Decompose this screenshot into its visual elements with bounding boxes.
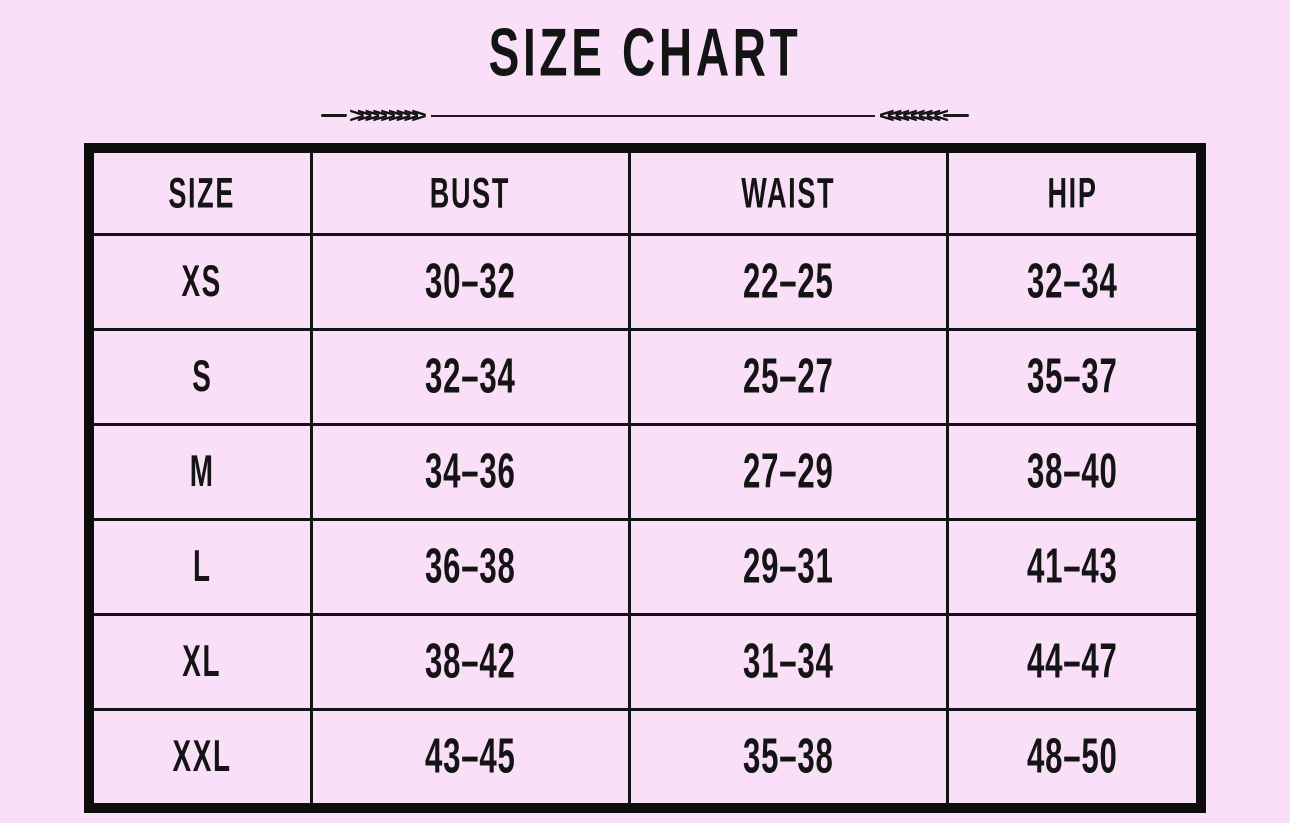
hip-value: 35–37 [1027, 349, 1118, 404]
header-bust-label: BUST [430, 168, 511, 217]
waist-value: 22–25 [743, 254, 834, 309]
cell-size: M [87, 423, 313, 521]
chevrons-right-icon: >>>>>>>>> [349, 103, 427, 128]
header-size: SIZE [87, 146, 313, 236]
header-bust: BUST [309, 146, 631, 236]
divider-right-dash [943, 114, 969, 117]
cell-bust: 36–38 [309, 518, 631, 616]
chevrons-left-icon: <<<<<<<< [878, 103, 949, 128]
cell-size: XL [87, 613, 313, 711]
header-hip-label: HIP [1047, 168, 1098, 217]
table-row-m: M 34–36 27–29 38–40 [87, 423, 1203, 521]
table-row-xl: XL 38–42 31–34 44–47 [87, 613, 1203, 711]
cell-hip: 44–47 [945, 613, 1203, 711]
cell-size: L [87, 518, 313, 616]
bust-value: 36–38 [425, 539, 516, 594]
table-row-xxl: XXL 43–45 35–38 48–50 [87, 708, 1203, 810]
bust-value: 32–34 [425, 349, 516, 404]
size-chart-table: SIZE BUST WAIST HIP XS 30–32 22–25 32–34… [84, 143, 1206, 813]
cell-bust: 43–45 [309, 708, 631, 810]
cell-waist: 31–34 [627, 613, 949, 711]
cell-waist: 29–31 [627, 518, 949, 616]
hip-value: 32–34 [1027, 254, 1118, 309]
cell-hip: 48–50 [945, 708, 1203, 810]
size-label: XS [181, 256, 223, 307]
page-title: SIZE CHART [488, 14, 802, 91]
cell-bust: 32–34 [309, 328, 631, 426]
bust-value: 38–42 [425, 634, 516, 689]
cell-size: XS [87, 233, 313, 331]
header-size-label: SIZE [168, 168, 236, 217]
divider-left-dash [321, 114, 347, 117]
cell-hip: 41–43 [945, 518, 1203, 616]
cell-hip: 32–34 [945, 233, 1203, 331]
cell-waist: 27–29 [627, 423, 949, 521]
header-waist: WAIST [627, 146, 949, 236]
decorative-divider: >>>>>>>>> <<<<<<<< [321, 102, 969, 129]
size-label: S [191, 351, 213, 402]
cell-hip: 35–37 [945, 328, 1203, 426]
waist-value: 35–38 [743, 729, 834, 784]
size-label: L [192, 541, 212, 592]
divider-line [430, 114, 875, 117]
size-label: M [189, 446, 215, 497]
table-row-l: L 36–38 29–31 41–43 [87, 518, 1203, 616]
cell-waist: 22–25 [627, 233, 949, 331]
bust-value: 30–32 [425, 254, 516, 309]
cell-bust: 34–36 [309, 423, 631, 521]
waist-value: 27–29 [743, 444, 834, 499]
bust-value: 43–45 [425, 729, 516, 784]
header-row: SIZE BUST WAIST HIP [87, 146, 1203, 236]
cell-waist: 25–27 [627, 328, 949, 426]
size-label: XL [182, 636, 222, 687]
cell-bust: 38–42 [309, 613, 631, 711]
cell-bust: 30–32 [309, 233, 631, 331]
header-waist-label: WAIST [741, 168, 836, 217]
cell-size: XXL [87, 708, 313, 810]
table-row-xs: XS 30–32 22–25 32–34 [87, 233, 1203, 331]
bust-value: 34–36 [425, 444, 516, 499]
hip-value: 48–50 [1027, 729, 1118, 784]
header-hip: HIP [945, 146, 1203, 236]
waist-value: 25–27 [743, 349, 834, 404]
size-label: XXL [172, 731, 232, 782]
hip-value: 44–47 [1027, 634, 1118, 689]
hip-value: 41–43 [1027, 539, 1118, 594]
cell-size: S [87, 328, 313, 426]
cell-waist: 35–38 [627, 708, 949, 810]
table-row-s: S 32–34 25–27 35–37 [87, 328, 1203, 426]
hip-value: 38–40 [1027, 444, 1118, 499]
waist-value: 29–31 [743, 539, 834, 594]
cell-hip: 38–40 [945, 423, 1203, 521]
waist-value: 31–34 [743, 634, 834, 689]
